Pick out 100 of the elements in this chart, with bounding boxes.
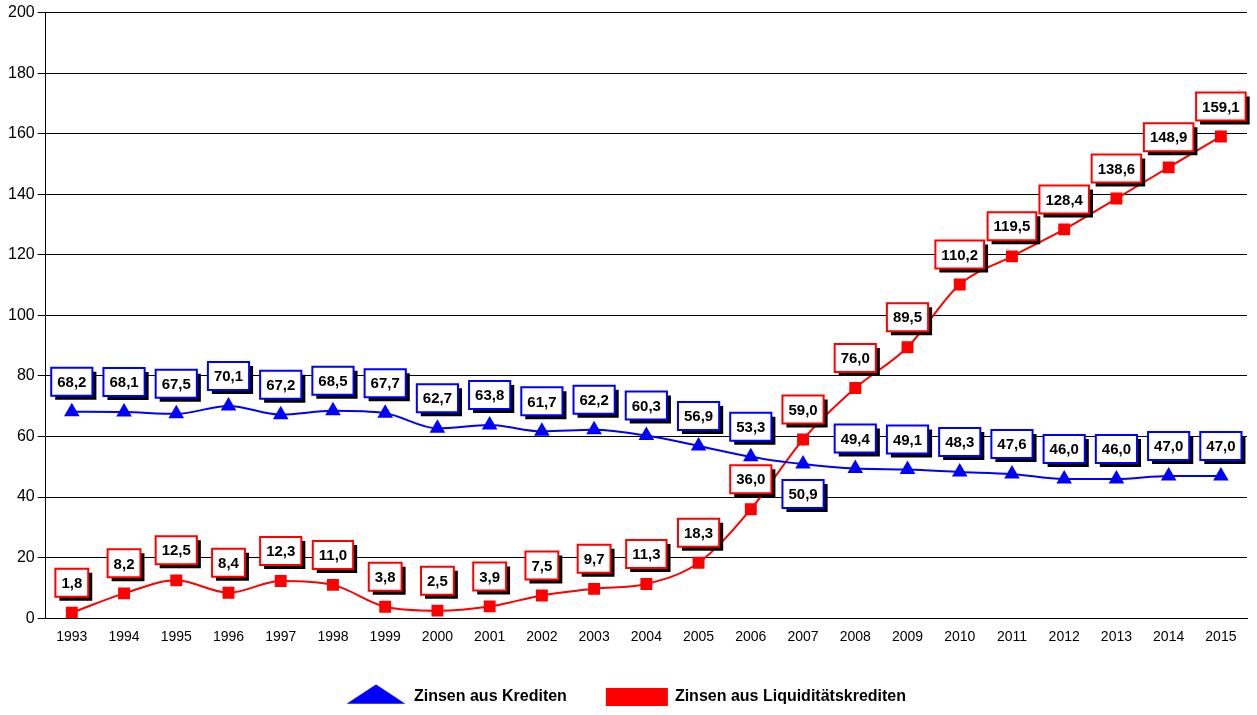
- y-tick-label: 140: [7, 184, 35, 202]
- data-label: 62,2: [579, 391, 609, 408]
- x-tick-label: 2015: [1205, 628, 1237, 645]
- data-label: 119,5: [993, 217, 1031, 235]
- data-label: 60,3: [631, 396, 661, 414]
- y-tick-label: 200: [7, 3, 35, 21]
- data-label: 47,0: [1206, 437, 1236, 455]
- point: [430, 420, 445, 433]
- data-label: 9,7: [583, 549, 605, 567]
- point: [378, 405, 393, 418]
- data-label: 76,0: [840, 349, 870, 367]
- point: [116, 403, 132, 417]
- point: [848, 460, 863, 474]
- data-label: 47,6: [997, 435, 1027, 453]
- x-tick-label: 2007: [787, 628, 819, 645]
- point: [170, 574, 183, 587]
- x-tick-label: 2009: [891, 628, 924, 645]
- legend-label: Zinsen aus Liquiditätskrediten: [674, 687, 907, 705]
- point: [588, 582, 601, 595]
- x-tick-label: 1999: [369, 628, 401, 645]
- y-tick-label: 100: [7, 305, 35, 323]
- data-label: 67,2: [266, 375, 296, 393]
- x-tick-label: 1998: [317, 628, 349, 645]
- data-label: 3,9: [479, 567, 501, 585]
- x-tick-label: 2003: [578, 628, 610, 645]
- x-tick-label: 2008: [839, 628, 872, 645]
- data-label: 47,0: [1154, 437, 1184, 455]
- data-label: 46,0: [1049, 440, 1079, 458]
- point: [273, 406, 288, 420]
- point: [65, 606, 78, 619]
- data-label: 53,3: [736, 417, 766, 435]
- x-tick-label: 1994: [108, 628, 140, 645]
- x-tick-label: 2001: [474, 628, 506, 645]
- y-tick-label: 40: [16, 487, 35, 505]
- point: [639, 427, 654, 441]
- point: [797, 433, 809, 446]
- x-tick-label: 2011: [996, 628, 1028, 645]
- point: [795, 456, 811, 469]
- point: [169, 405, 184, 419]
- data-label: 128,4: [1045, 190, 1084, 208]
- data-label: 67,5: [161, 374, 191, 392]
- point: [1161, 467, 1176, 481]
- point: [1109, 470, 1124, 484]
- point: [431, 604, 444, 617]
- x-tick-label: 2005: [683, 628, 715, 645]
- x-tick-label: 1995: [160, 628, 193, 645]
- data-label: 61,7: [527, 392, 557, 410]
- data-label: 18,3: [683, 523, 714, 541]
- data-label: 110,2: [941, 245, 979, 263]
- x-tick-label: 1997: [265, 628, 297, 645]
- y-tick-label: 80: [16, 366, 35, 384]
- point: [1057, 470, 1072, 484]
- point: [327, 578, 339, 591]
- x-tick-label: 2004: [630, 628, 663, 645]
- x-tick-label: 2002: [526, 628, 558, 645]
- data-label: 62,7: [422, 389, 453, 407]
- legend-label: Zinsen aus Krediten: [413, 687, 567, 705]
- point: [274, 575, 287, 587]
- x-tick-label: 2000: [421, 628, 454, 645]
- data-label: 12,5: [161, 541, 191, 559]
- point: [1213, 467, 1228, 481]
- point: [483, 600, 496, 613]
- point: [118, 587, 130, 600]
- data-label: 48,3: [945, 433, 975, 451]
- data-label: 68,5: [318, 371, 348, 389]
- point: [692, 556, 705, 569]
- data-label: 67,7: [370, 374, 400, 392]
- data-label: 68,1: [109, 373, 139, 391]
- y-tick-label: 20: [16, 548, 35, 566]
- point: [743, 448, 758, 462]
- y-tick-label: 180: [7, 63, 35, 81]
- data-label: 159,1: [1202, 97, 1240, 115]
- data-label: 89,5: [892, 308, 923, 326]
- data-label: 2,5: [427, 571, 448, 589]
- x-tick-label: 1993: [56, 628, 88, 645]
- point: [587, 421, 602, 435]
- point: [535, 589, 548, 602]
- data-label: 49,1: [892, 430, 923, 448]
- x-tick-label: 2006: [735, 628, 767, 645]
- data-label: 3,8: [374, 567, 396, 585]
- y-tick-label: 0: [25, 608, 35, 626]
- point: [952, 463, 967, 477]
- data-label: 46,0: [1101, 440, 1132, 458]
- point: [64, 403, 79, 417]
- data-label: 59,0: [788, 400, 818, 418]
- point: [379, 600, 392, 613]
- point: [691, 437, 706, 451]
- data-label: 49,4: [840, 429, 871, 447]
- data-label: 11,3: [632, 545, 661, 563]
- point: [534, 423, 549, 436]
- data-label: 68,2: [57, 372, 87, 390]
- point: [640, 578, 653, 590]
- x-tick-label: 2012: [1048, 628, 1080, 645]
- data-label: 138,6: [1097, 159, 1136, 177]
- data-label: 50,9: [788, 485, 818, 503]
- y-tick-label: 120: [7, 245, 35, 263]
- point: [1004, 466, 1020, 479]
- data-label: 56,9: [683, 407, 714, 425]
- point: [744, 503, 757, 516]
- data-label: 8,4: [218, 553, 240, 571]
